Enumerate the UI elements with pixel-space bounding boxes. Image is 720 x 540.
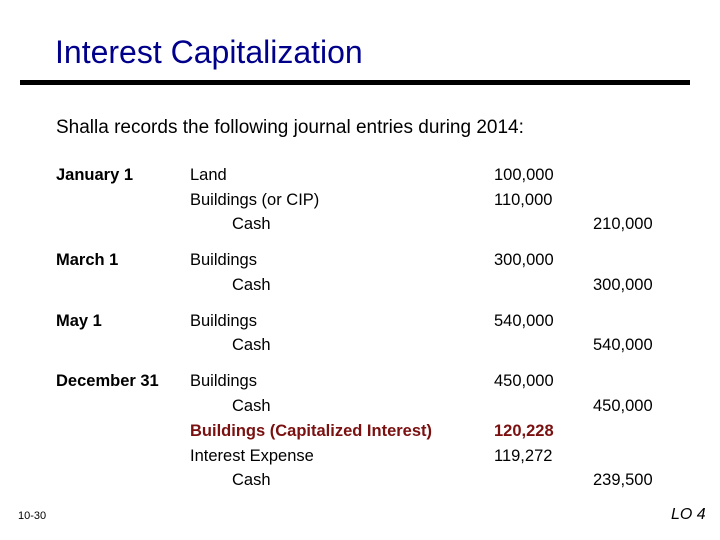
intro-text: Shalla records the following journal ent… [56, 117, 524, 138]
entry-debit: 110,000 [494, 191, 553, 209]
entry-credit: 540,000 [593, 336, 653, 354]
entry-debit: 300,000 [494, 251, 554, 269]
entry-debit: 450,000 [494, 372, 554, 390]
entry-account: Land [190, 166, 227, 184]
slide-number: 10-30 [18, 510, 47, 522]
entry-account-highlight: Buildings (Capitalized Interest) [190, 422, 433, 440]
entry-account: Cash [232, 471, 271, 489]
entry-account: Interest Expense [190, 447, 314, 465]
entry-account: Cash [232, 215, 271, 233]
entry-date: March 1 [56, 251, 119, 269]
entry-credit: 210,000 [593, 215, 653, 233]
entry-date: January 1 [56, 166, 134, 184]
entry-date: December 31 [56, 372, 159, 390]
entry-account: Buildings [190, 312, 257, 330]
entry-debit: 119,272 [494, 447, 553, 465]
entry-account: Cash [232, 397, 271, 415]
entry-debit: 540,000 [494, 312, 554, 330]
learning-objective: LO 4 [671, 506, 706, 523]
entry-account: Buildings (or CIP) [190, 191, 320, 209]
entry-date: May 1 [56, 312, 102, 330]
entry-credit: 239,500 [593, 471, 653, 489]
page-title: Interest Capitalization [55, 34, 363, 70]
entry-credit: 300,000 [593, 276, 653, 294]
entry-credit: 450,000 [593, 397, 653, 415]
entry-debit: 100,000 [494, 166, 554, 184]
entry-debit-highlight: 120,228 [494, 422, 554, 440]
entry-account: Cash [232, 336, 271, 354]
entry-account: Cash [232, 276, 271, 294]
entry-account: Buildings [190, 372, 257, 390]
title-rule [20, 80, 690, 85]
entry-account: Buildings [190, 251, 257, 269]
